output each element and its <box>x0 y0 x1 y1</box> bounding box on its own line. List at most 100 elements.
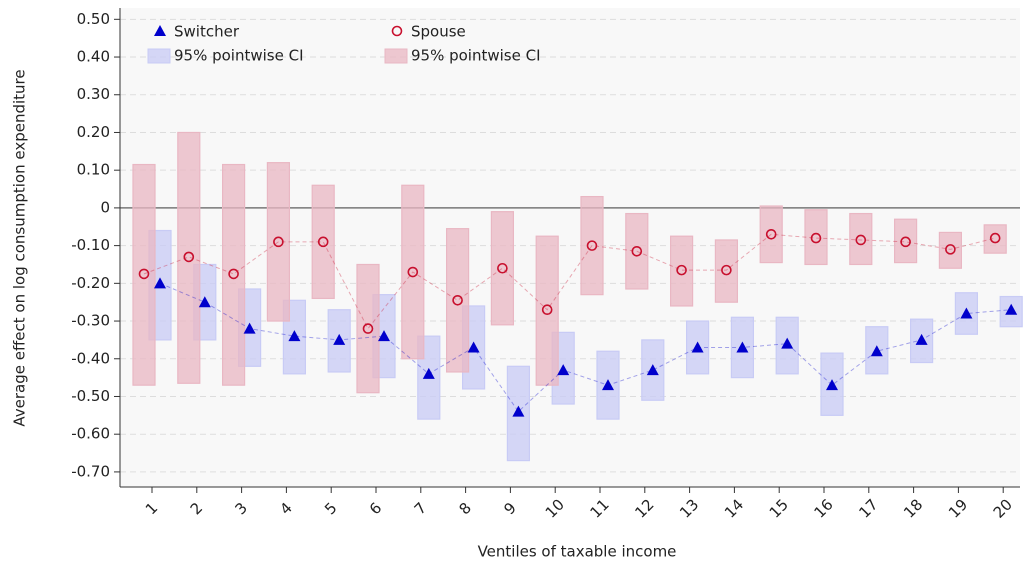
point-marker <box>676 264 687 276</box>
point-marker <box>228 268 239 280</box>
point-marker <box>900 236 911 248</box>
point-marker <box>378 330 390 342</box>
point-marker <box>422 367 435 379</box>
point-marker <box>945 244 956 255</box>
point-marker <box>317 236 329 248</box>
x-tick-label: 20 <box>990 496 1016 522</box>
ci-box <box>446 228 470 373</box>
point-marker <box>273 236 284 248</box>
ci-box <box>759 205 783 264</box>
x-tick-label: 16 <box>811 496 837 522</box>
point-marker <box>781 337 794 349</box>
legend-ci-swatch <box>147 48 171 64</box>
ci-box <box>849 212 873 266</box>
point-marker <box>646 364 659 376</box>
series-line <box>143 233 996 330</box>
point-marker <box>960 307 973 319</box>
x-tick-label: 12 <box>631 496 657 522</box>
ci-box <box>625 212 649 290</box>
x-tick-label: 1 <box>142 499 161 518</box>
y-tick-label: 0.10 <box>77 161 110 179</box>
y-tick-label: 0.40 <box>77 48 110 66</box>
point-marker <box>362 323 374 334</box>
ci-box <box>177 131 201 384</box>
point-marker <box>198 296 211 308</box>
x-tick-label: 4 <box>276 499 295 518</box>
y-axis-label: Average effect on log consumption expend… <box>11 69 29 426</box>
point-marker <box>810 232 822 244</box>
x-tick-label: 6 <box>366 499 385 518</box>
point-marker <box>288 330 301 342</box>
x-tick-label: 13 <box>676 496 702 522</box>
point-marker <box>586 240 598 251</box>
y-tick-label: -0.70 <box>71 462 110 480</box>
y-tick-label: -0.50 <box>71 387 110 405</box>
ci-box <box>535 235 559 386</box>
x-tick-label: 5 <box>321 499 340 518</box>
point-marker <box>557 364 570 376</box>
ci-box <box>938 231 963 269</box>
point-marker <box>826 379 838 391</box>
x-tick-label: 18 <box>900 496 926 522</box>
point-marker <box>989 232 1001 244</box>
x-tick-label: 8 <box>456 499 475 518</box>
legend-label: 95% pointwise CI <box>411 47 541 65</box>
legend-ci-swatch <box>384 48 408 64</box>
point-marker <box>855 234 867 246</box>
ci-box <box>311 184 335 300</box>
point-marker <box>512 405 525 417</box>
point-marker <box>452 295 463 306</box>
x-axis-label: Ventiles of taxable income <box>478 543 677 561</box>
y-tick-label: 0.20 <box>77 123 110 141</box>
ci-box <box>222 163 246 386</box>
y-tick-label: -0.40 <box>71 349 110 367</box>
point-marker <box>736 341 749 353</box>
point-marker <box>154 277 166 289</box>
plot-area <box>120 8 1020 487</box>
y-tick-label: -0.20 <box>71 274 110 292</box>
point-marker <box>183 251 195 263</box>
legend-label: 95% pointwise CI <box>174 47 304 65</box>
ci-box <box>266 162 290 322</box>
y-tick-label: -0.10 <box>71 236 110 254</box>
ci-box <box>356 263 380 394</box>
ci-box <box>580 195 604 296</box>
legend-marker <box>154 25 166 36</box>
point-marker <box>541 304 553 316</box>
legend-label: Switcher <box>174 23 240 41</box>
point-marker <box>467 341 480 353</box>
point-marker <box>138 268 150 280</box>
point-marker <box>631 245 643 257</box>
ci-box <box>669 235 694 307</box>
x-tick-label: 17 <box>855 496 881 522</box>
x-tick-label: 15 <box>766 496 792 522</box>
y-tick-label: 0 <box>100 198 110 216</box>
ci-box <box>983 224 1007 254</box>
ci-box <box>132 163 156 386</box>
y-tick-label: 0.30 <box>77 85 110 103</box>
point-marker <box>870 345 883 357</box>
ci-box <box>804 209 828 266</box>
point-marker <box>721 264 732 276</box>
point-marker <box>243 322 256 334</box>
x-tick-label: 14 <box>721 496 747 522</box>
legend-marker <box>391 25 403 37</box>
y-tick-label: -0.30 <box>71 312 110 330</box>
ci-box <box>401 184 425 360</box>
x-tick-label: 9 <box>500 499 519 518</box>
x-tick-label: 3 <box>232 499 251 518</box>
x-tick-label: 19 <box>945 496 971 522</box>
ci-box <box>714 239 739 303</box>
point-marker <box>915 333 928 345</box>
point-marker <box>1005 303 1018 315</box>
ci-box <box>893 218 918 264</box>
x-tick-label: 11 <box>587 496 613 522</box>
ci-box <box>490 211 514 326</box>
point-marker <box>691 341 704 353</box>
y-tick-label: 0.50 <box>77 10 110 28</box>
x-tick-label: 10 <box>542 496 568 522</box>
series-line <box>159 282 1012 413</box>
point-marker <box>333 333 346 345</box>
x-tick-label: 2 <box>187 499 206 518</box>
